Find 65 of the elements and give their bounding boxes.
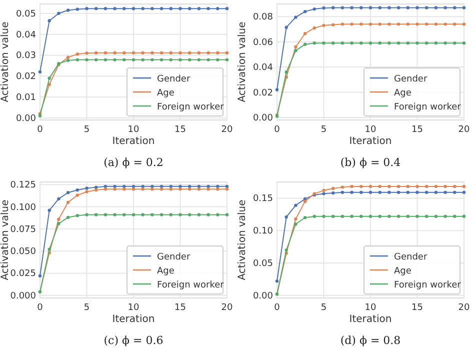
text: (b) ϕ = 0.4: [340, 156, 401, 169]
y-tick-label: 0.02: [16, 72, 36, 82]
x-tick-label: 15: [174, 303, 186, 313]
y-tick-label: 0.00: [252, 113, 274, 124]
y-tick-label: 0.15: [252, 194, 273, 204]
x-tick-label: 5: [320, 125, 327, 135]
x-tick-label: 10: [364, 303, 376, 313]
x-tick-label: 10: [364, 125, 376, 135]
x-tick-label: 0: [37, 303, 44, 313]
y-tick-label: 0.08: [252, 12, 274, 23]
x-tick-label: 20: [221, 125, 233, 135]
legend-label: Gender: [394, 252, 428, 262]
y-tick-label: 0.06: [252, 38, 274, 48]
y-tick-label: 0.075: [10, 224, 36, 235]
legend-label: Gender: [394, 74, 428, 84]
x-tick-label: 15: [412, 303, 423, 313]
legend-label: Foreign worker: [394, 102, 462, 112]
legend-label: Age: [157, 266, 175, 276]
x-tick-label: 10: [128, 125, 140, 135]
legend-label: Foreign worker: [394, 280, 462, 290]
text: (d) ϕ = 0.8: [340, 334, 401, 347]
legend-label: Foreign worker: [157, 280, 224, 290]
y-tick-label: 0.125: [10, 180, 36, 191]
x-axis-title: Iteration: [349, 314, 392, 325]
legend-label: Age: [394, 266, 412, 276]
x-tick-label: 15: [174, 125, 186, 135]
x-tick-label: 0: [37, 125, 44, 135]
y-tick-label: 0.05: [16, 9, 36, 20]
x-axis-title: Iteration: [349, 136, 392, 147]
y-axis-title: Activation value: [0, 22, 11, 102]
x-tick-label: 5: [84, 125, 90, 135]
y-tick-label: 0.04: [16, 30, 36, 40]
y-tick-label: 0.10: [252, 226, 274, 237]
legend-label: Age: [394, 88, 412, 98]
x-tick-label: 15: [412, 125, 423, 135]
legend-label: Gender: [157, 74, 190, 84]
text: (a) ϕ = 0.2: [104, 156, 164, 169]
x-tick-label: 10: [128, 303, 140, 313]
x-tick-label: 0: [274, 303, 280, 313]
legend-label: Gender: [157, 252, 190, 262]
x-tick-label: 20: [458, 125, 470, 135]
y-tick-label: 0.03: [16, 51, 36, 62]
x-axis-title: Iteration: [112, 314, 155, 325]
y-tick-label: 0.050: [10, 247, 36, 258]
legend-label: Foreign worker: [157, 102, 224, 112]
y-axis-title: Activation value: [237, 22, 248, 102]
text: (c) ϕ = 0.6: [104, 334, 164, 347]
y-tick-label: 0.05: [252, 259, 273, 270]
y-tick-label: 0.01: [16, 93, 36, 104]
y-tick-label: 0.100: [10, 202, 36, 213]
x-axis-title: Iteration: [112, 136, 155, 147]
x-tick-label: 5: [84, 303, 90, 313]
x-tick-label: 5: [320, 303, 327, 313]
y-tick-label: 0.025: [10, 269, 36, 280]
x-tick-label: 20: [458, 303, 470, 313]
y-axis-title: Activation value: [237, 200, 248, 280]
y-tick-label: 0.04: [252, 63, 274, 74]
y-tick-label: 0.02: [252, 88, 273, 98]
y-tick-label: 0.000: [10, 291, 36, 302]
y-tick-label: 0.00: [16, 114, 36, 124]
legend-label: Age: [157, 88, 175, 98]
y-axis-title: Activation value: [0, 200, 11, 280]
x-tick-label: 0: [274, 125, 280, 135]
x-tick-label: 20: [221, 303, 233, 313]
y-tick-label: 0.00: [252, 291, 274, 302]
